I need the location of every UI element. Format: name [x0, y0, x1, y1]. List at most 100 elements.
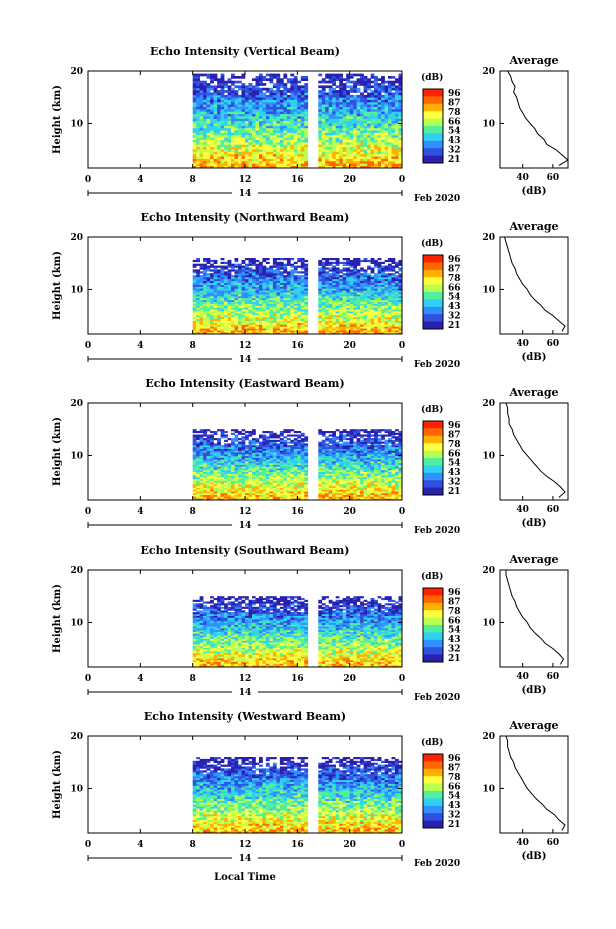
heatmap-cell	[199, 464, 204, 467]
heatmap-cell	[248, 137, 253, 140]
heatmap-cell	[192, 294, 197, 297]
heatmap-cell	[262, 92, 267, 96]
heatmap-cell	[332, 104, 336, 107]
heatmap-cell	[346, 144, 350, 148]
heatmap-cell	[241, 111, 246, 115]
heatmap-cell	[318, 113, 323, 117]
heatmap-cell	[335, 130, 340, 133]
heatmap-cell	[279, 273, 284, 276]
heatmap-cell	[206, 142, 211, 145]
heatmap-cell	[353, 101, 357, 105]
heatmap-cell	[252, 275, 256, 278]
heatmap-cell	[276, 104, 281, 107]
heatmap-cell	[374, 320, 378, 323]
heatmap-cell	[374, 83, 378, 86]
heatmap-cell	[203, 280, 207, 283]
heatmap-cell	[265, 78, 270, 81]
heatmap-cell	[203, 120, 207, 124]
heatmap-cell	[384, 311, 389, 314]
heatmap-cell	[206, 301, 211, 304]
heatmap-cell	[213, 165, 218, 169]
heatmap-cell	[384, 151, 389, 155]
heatmap-cell	[346, 80, 350, 84]
heatmap-cell	[363, 135, 368, 138]
heatmap-cell	[353, 130, 357, 133]
heatmap-cell	[252, 137, 256, 140]
heatmap-cell	[203, 146, 207, 150]
heatmap-cell	[335, 158, 340, 162]
heatmap-cell	[395, 160, 399, 164]
heatmap-cell	[370, 85, 375, 89]
heatmap-cell	[210, 80, 214, 84]
heatmap-cell	[199, 73, 204, 77]
heatmap-cell	[224, 468, 228, 471]
heatmap-cell	[220, 436, 225, 439]
heatmap-cell	[245, 275, 249, 278]
heatmap-cell	[217, 477, 221, 480]
heatmap-cell	[252, 288, 256, 291]
heatmap-cell	[210, 496, 214, 499]
heatmap-cell	[269, 311, 274, 314]
heatmap-cell	[346, 284, 350, 287]
heatmap-cell	[293, 328, 298, 331]
colorbar-swatch	[423, 299, 443, 308]
heatmap-cell	[262, 275, 267, 278]
heatmap-cell	[238, 492, 242, 495]
heatmap-cell	[332, 265, 336, 268]
heatmap-cell	[339, 120, 343, 124]
heatmap-cell	[332, 278, 336, 282]
heatmap-cell	[335, 120, 340, 124]
heatmap-cell	[356, 160, 361, 164]
heatmap-cell	[342, 135, 347, 138]
heatmap-cell	[231, 149, 235, 152]
heatmap-cell	[234, 99, 239, 103]
heatmap-cell	[231, 267, 235, 270]
heatmap-cell	[203, 484, 207, 487]
heatmap-cell	[377, 309, 382, 312]
heatmap-cell	[377, 280, 382, 283]
heatmap-cell	[238, 151, 242, 155]
heatmap-cell	[255, 165, 260, 169]
heatmap-cell	[367, 120, 371, 124]
heatmap-cell	[206, 94, 211, 98]
heatmap-cell	[227, 297, 232, 301]
heatmap-cell	[374, 288, 378, 291]
heatmap-cell	[269, 78, 274, 81]
heatmap-cell	[206, 163, 211, 166]
heatmap-cell	[363, 149, 368, 152]
heatmap-cell	[192, 259, 197, 263]
heatmap-cell	[234, 311, 239, 314]
heatmap-cell	[265, 278, 270, 282]
heatmap-cell	[213, 487, 218, 490]
heatmap-cell	[325, 320, 329, 323]
heatmap-cell	[224, 99, 228, 103]
heatmap-cell	[363, 322, 368, 325]
heatmap-cell	[199, 450, 204, 453]
heatmap-cell	[203, 104, 207, 107]
heatmap-cell	[363, 332, 368, 335]
heatmap-cell	[290, 318, 295, 321]
heatmap-cell	[265, 97, 270, 100]
heatmap-cell	[276, 132, 281, 136]
heatmap-cell	[220, 455, 225, 458]
heatmap-cell	[234, 280, 239, 283]
heatmap-cell	[367, 318, 371, 321]
heatmap-cell	[199, 80, 204, 84]
heatmap-cell	[349, 104, 354, 107]
heatmap-cell	[377, 146, 382, 150]
heatmap-cell	[224, 125, 228, 129]
heatmap-cell	[374, 324, 378, 327]
heatmap-cell	[259, 73, 263, 77]
heatmap-cell	[297, 332, 302, 335]
heatmap-cell	[279, 263, 284, 266]
heatmap-cell	[374, 309, 378, 312]
heatmap-cell	[283, 277, 288, 280]
heatmap-cell	[335, 258, 340, 261]
heatmap-cell	[262, 123, 267, 126]
heatmap-cell	[196, 305, 200, 308]
heatmap-cell	[381, 326, 385, 329]
heatmap-cell	[224, 282, 228, 285]
heatmap-cell	[196, 280, 200, 283]
heatmap-cell	[370, 269, 375, 272]
heatmap-cell	[360, 332, 364, 335]
